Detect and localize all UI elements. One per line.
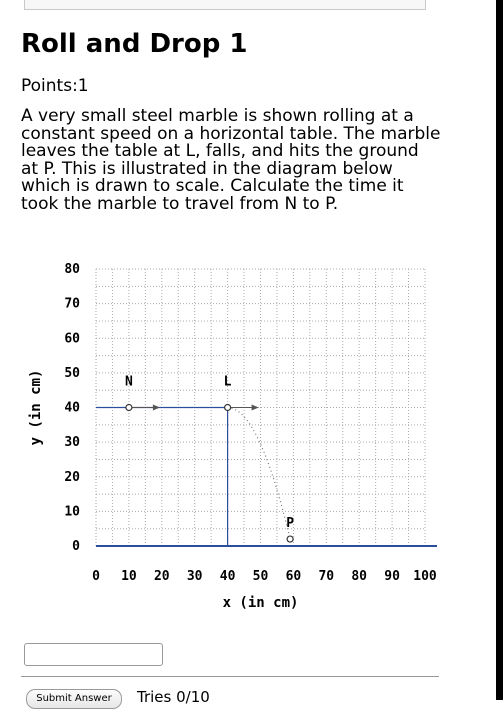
velocity-arrowhead [152, 404, 160, 411]
point-label-p: P [286, 516, 294, 531]
x-tick-label: 90 [384, 569, 400, 584]
x-tick-label: 80 [351, 569, 367, 584]
trajectory-path [227, 406, 291, 540]
y-tick-label: 50 [64, 366, 80, 381]
y-tick-label: 70 [64, 297, 80, 312]
marble-point-l [224, 403, 232, 412]
y-tick-label: 40 [64, 401, 80, 416]
x-tick-label: 10 [121, 569, 137, 584]
y-tick-label: 60 [64, 331, 80, 346]
answer-input[interactable] [24, 643, 163, 666]
top-tab [24, 0, 426, 10]
points-label: Points:1 [21, 76, 89, 96]
point-label-n: N [125, 375, 133, 390]
velocity-arrowhead [251, 404, 259, 411]
marble-point-p [286, 535, 294, 543]
x-tick-label: 20 [154, 569, 170, 584]
x-tick-label: 60 [286, 569, 302, 584]
screen-edge [496, 0, 503, 700]
tries-counter: Tries 0/10 [137, 688, 210, 706]
trajectory-plot: 0 10 20 30 40 50 60 70 80 90 100 0 10 20 30 40 50 60 70 80 x… [28, 262, 437, 611]
x-tick-label: 0 [92, 569, 100, 584]
y-axis-label: y (in cm) [28, 370, 44, 446]
x-tick-label: 30 [187, 569, 203, 584]
problem-title: Roll and Drop 1 [21, 29, 248, 59]
point-label-l: L [224, 375, 232, 390]
x-tick-label: 100 [413, 569, 437, 584]
x-axis-label: x (in cm) [223, 595, 299, 611]
x-tick-label: 50 [253, 569, 269, 584]
x-tick-label: 70 [318, 569, 334, 584]
submit-answer-button[interactable]: Submit Answer [26, 689, 122, 709]
browser-top-bar [0, 0, 503, 10]
marble-point-n [125, 403, 133, 412]
divider [21, 676, 439, 677]
y-tick-label: 30 [64, 435, 80, 450]
y-tick-label: 0 [72, 539, 80, 554]
y-tick-label: 10 [64, 504, 80, 519]
y-tick-label: 20 [64, 470, 80, 485]
question-text: A very small steel marble is shown rolli… [21, 106, 441, 214]
x-tick-label: 40 [220, 569, 236, 584]
y-tick-label: 80 [64, 262, 80, 277]
